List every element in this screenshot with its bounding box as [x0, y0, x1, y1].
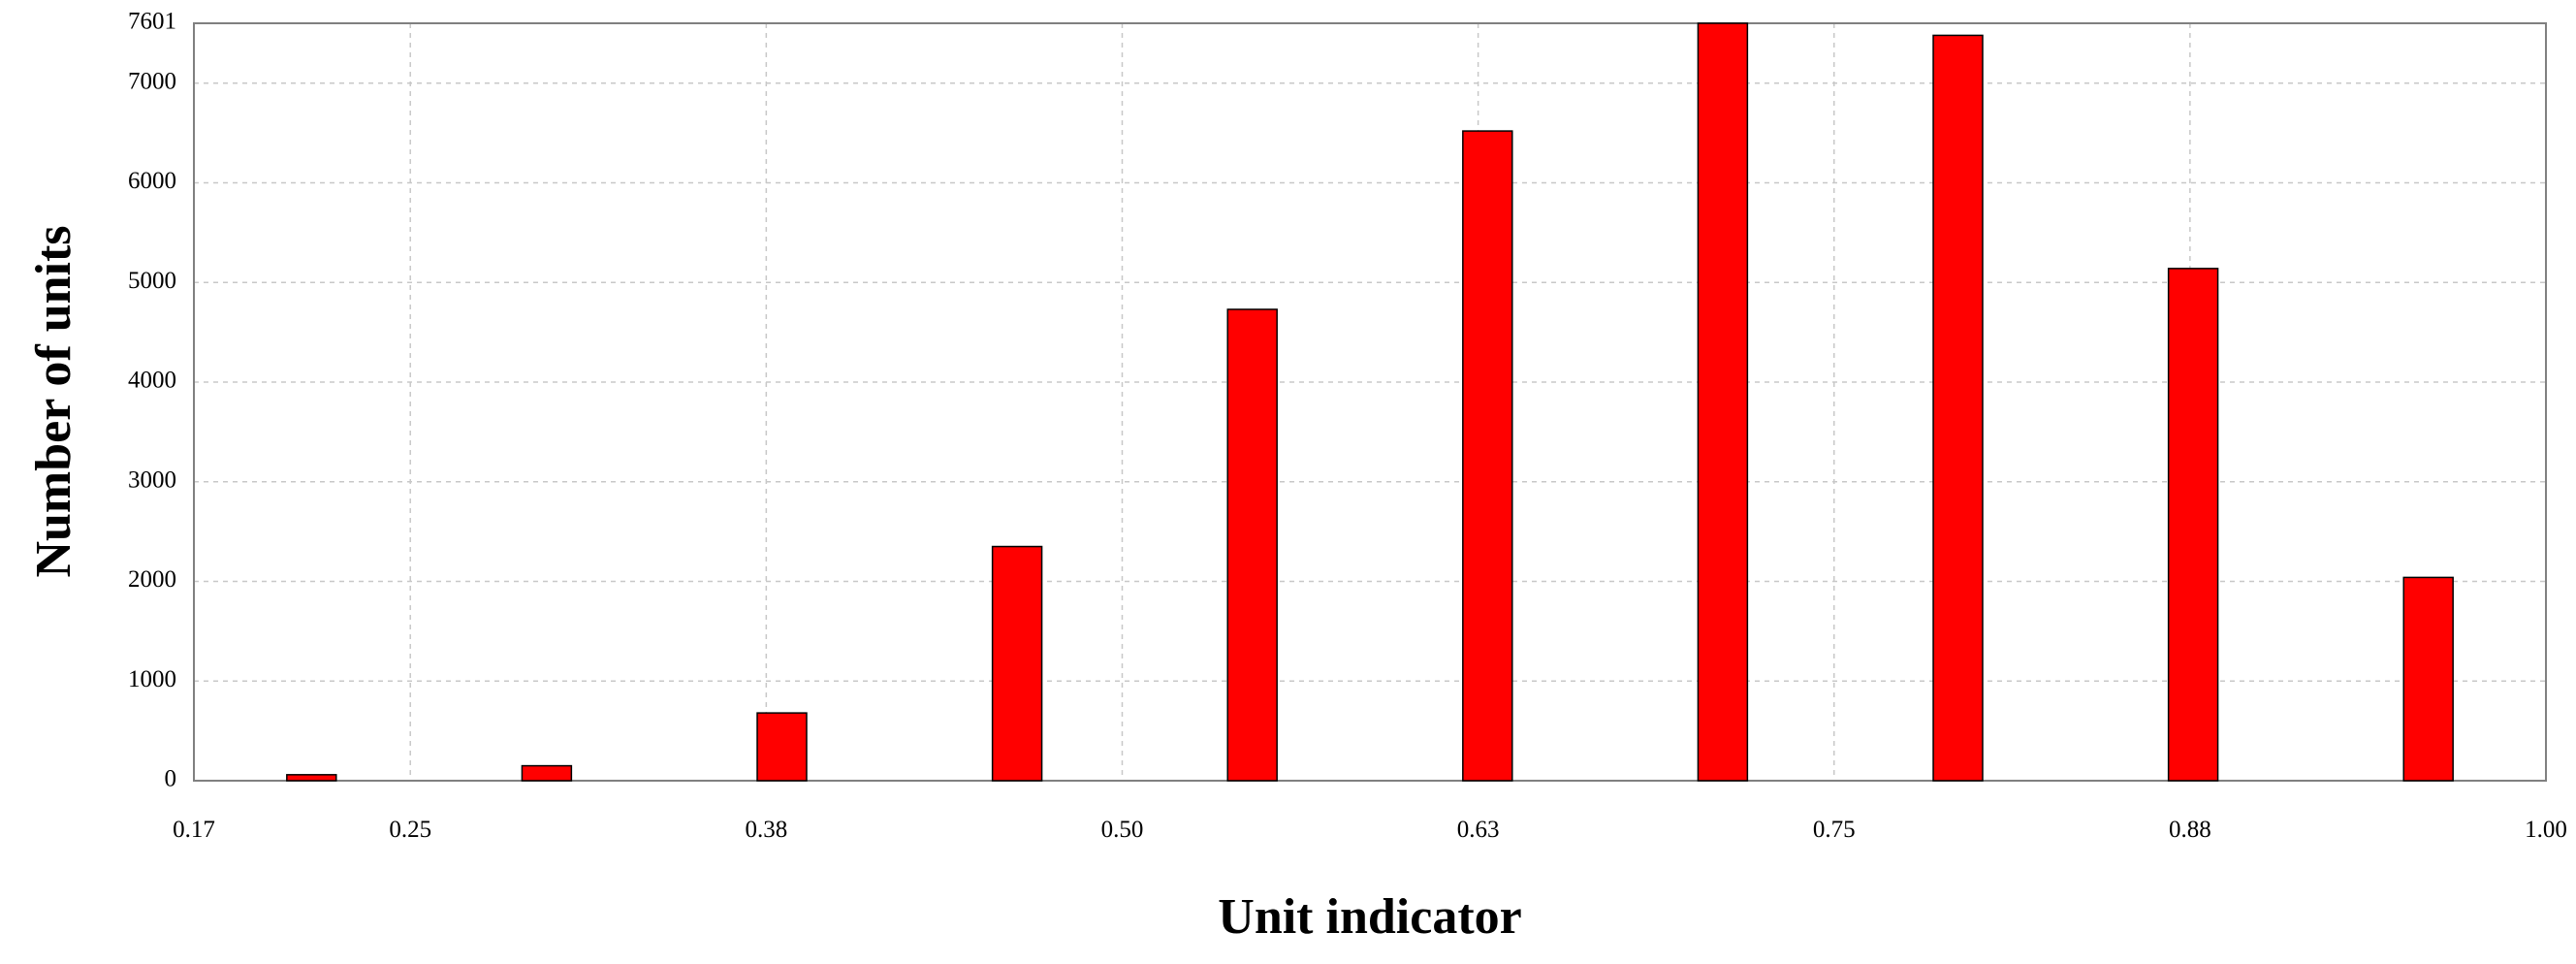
- plot-border: [193, 22, 2547, 782]
- x-tick-label: 0.75: [1813, 817, 1856, 843]
- x-tick-label: 1.00: [2525, 817, 2567, 843]
- bar: [756, 712, 808, 782]
- bar: [521, 764, 573, 782]
- y-axis-title: Number of units: [26, 225, 81, 577]
- x-axis-title: Unit indicator: [1218, 889, 1521, 945]
- y-tick-label: 6000: [128, 168, 176, 194]
- y-tick-label: 1000: [128, 666, 176, 692]
- y-tick-label: 5000: [128, 268, 176, 294]
- x-tick-label: 0.63: [1457, 817, 1500, 843]
- bar: [2167, 268, 2219, 782]
- plot-area: [194, 23, 2546, 781]
- x-tick-label: 0.17: [173, 817, 215, 843]
- bar: [1697, 22, 1749, 782]
- y-tick-label: 4000: [128, 368, 176, 394]
- y-tick-label: 2000: [128, 566, 176, 593]
- x-tick-label: 0.50: [1101, 817, 1144, 843]
- x-tick-label: 0.25: [389, 817, 431, 843]
- bar: [1932, 34, 1984, 782]
- x-tick-label: 0.88: [2169, 817, 2211, 843]
- y-tick-label: 0: [165, 766, 177, 792]
- bar: [1462, 130, 1513, 782]
- bar: [2402, 576, 2454, 782]
- bar: [991, 545, 1043, 782]
- y-tick-label: 7000: [128, 68, 176, 94]
- x-tick-label: 0.38: [745, 817, 787, 843]
- y-tick-label: 3000: [128, 466, 176, 493]
- y-tick-label: 7601: [128, 9, 176, 35]
- bar: [1226, 308, 1278, 782]
- bar: [286, 774, 337, 782]
